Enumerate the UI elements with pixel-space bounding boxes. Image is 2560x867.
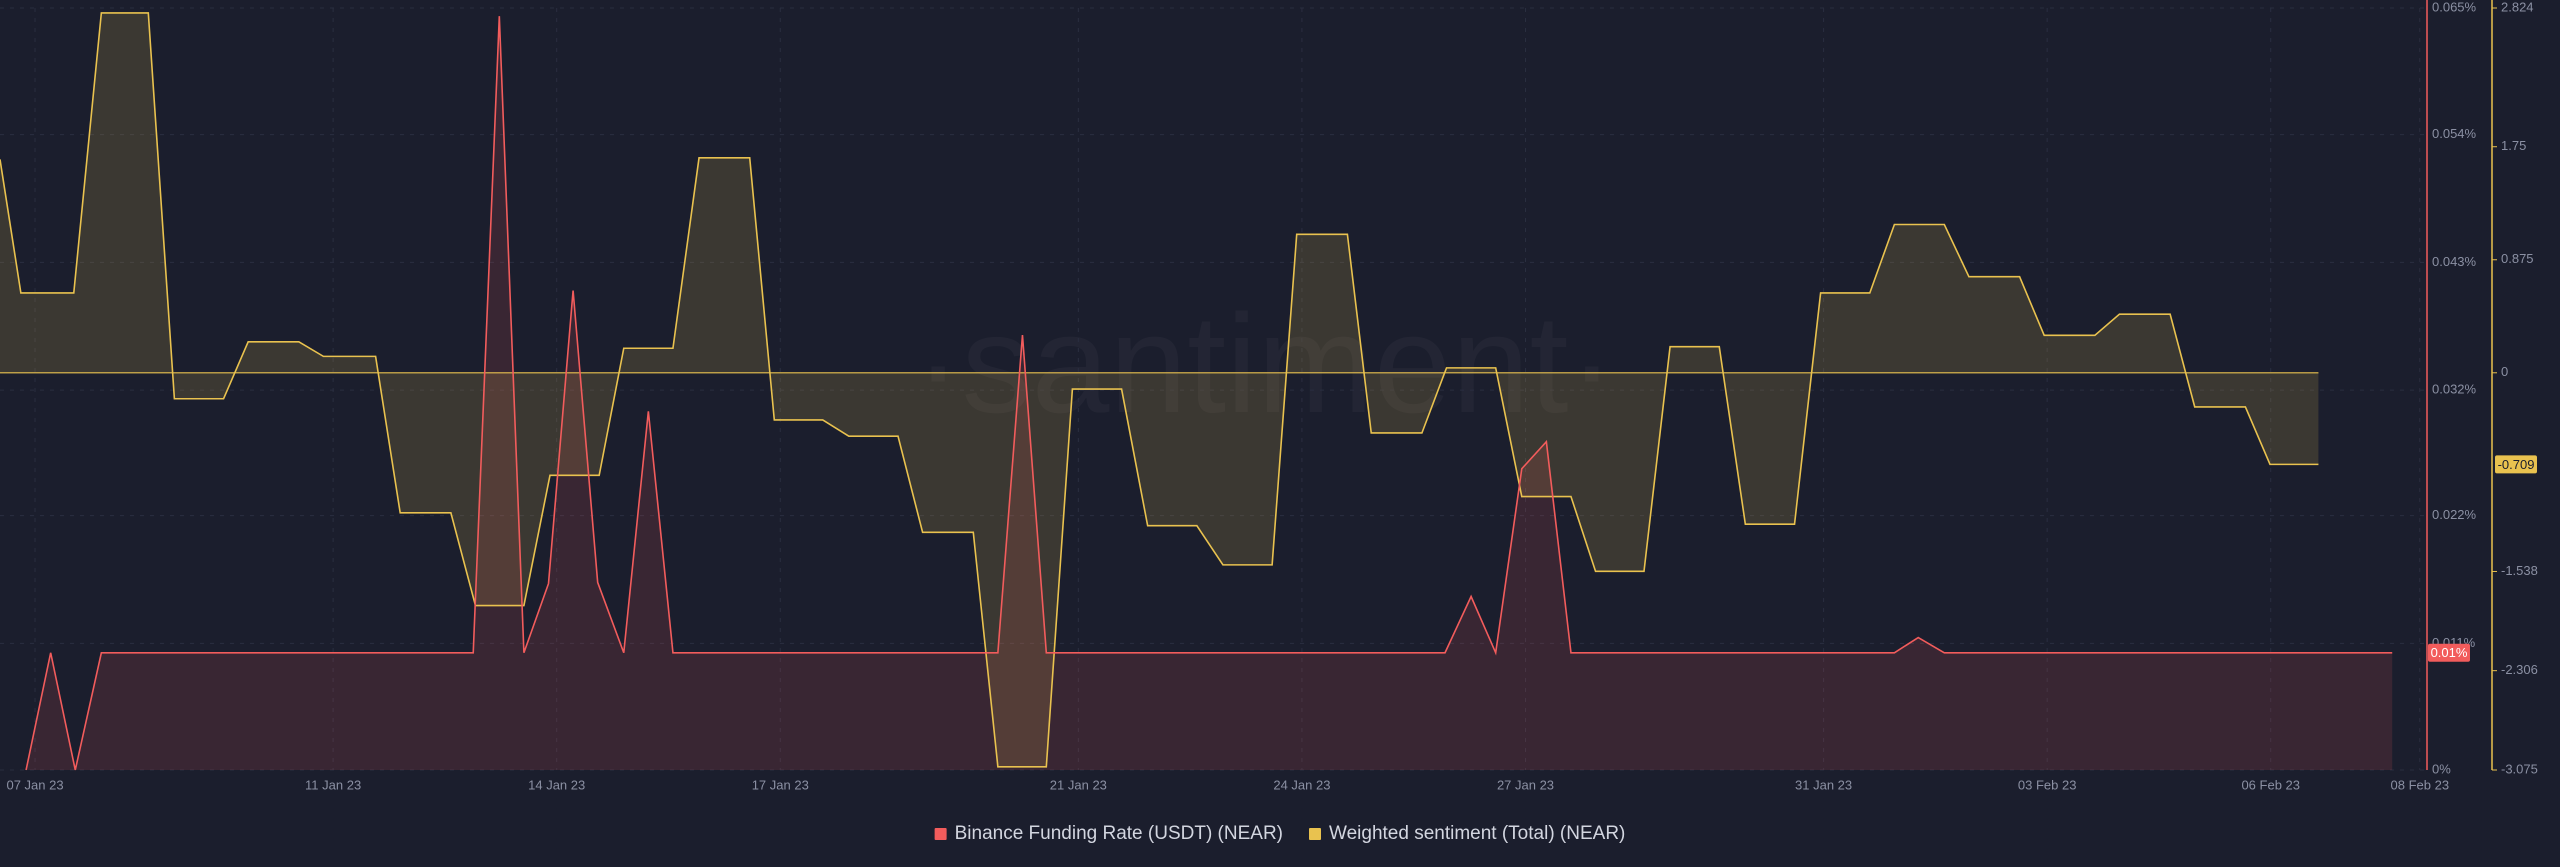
y-tick-label: 0.065% [2432,0,2477,14]
x-tick-label: 11 Jan 23 [305,777,361,792]
y2-tick-label: 0 [2501,364,2508,379]
y2-tick-label: -1.538 [2501,563,2538,578]
x-tick-label: 14 Jan 23 [528,777,585,792]
x-tick-label: 07 Jan 23 [6,777,63,792]
x-tick-label: 21 Jan 23 [1050,777,1107,792]
y2-tick-label: -2.306 [2501,662,2538,677]
x-tick-label: 31 Jan 23 [1795,777,1852,792]
area [26,16,2393,770]
legend-swatch[interactable] [1309,828,1322,840]
y2-tick-label: 2.824 [2501,0,2534,14]
area [0,12,2319,767]
y-tick-label: 0.043% [2432,254,2477,269]
y2-tick-label: 1.75 [2501,138,2526,153]
x-tick-label: 17 Jan 23 [752,777,809,792]
legend-label[interactable]: Weighted sentiment (Total) (NEAR) [1329,823,1625,844]
last-value-label: -0.709 [2498,457,2535,472]
x-tick-label: 06 Feb 23 [2241,777,2300,792]
x-tick-label: 03 Feb 23 [2018,777,2077,792]
x-tick-label: 08 Feb 23 [2391,777,2450,792]
y-tick-label: 0.054% [2432,126,2477,141]
legend-swatch[interactable] [934,828,947,840]
line [25,16,2393,771]
line [0,12,2319,768]
y-tick-label: 0.022% [2432,507,2477,522]
x-tick-label: 27 Jan 23 [1497,777,1554,792]
last-value-badge [2428,643,2470,662]
y-tick-label: 0.032% [2432,382,2477,397]
y2-tick-label: 0.875 [2501,251,2534,266]
y-tick-label: 0% [2432,761,2451,776]
y2-tick-label: -3.075 [2501,761,2538,776]
legend-label[interactable]: Binance Funding Rate (USDT) (NEAR) [955,823,1283,844]
x-tick-label: 24 Jan 23 [1273,777,1330,792]
last-value-label: 0.01% [2431,645,2468,660]
last-value-badge [2495,455,2537,474]
